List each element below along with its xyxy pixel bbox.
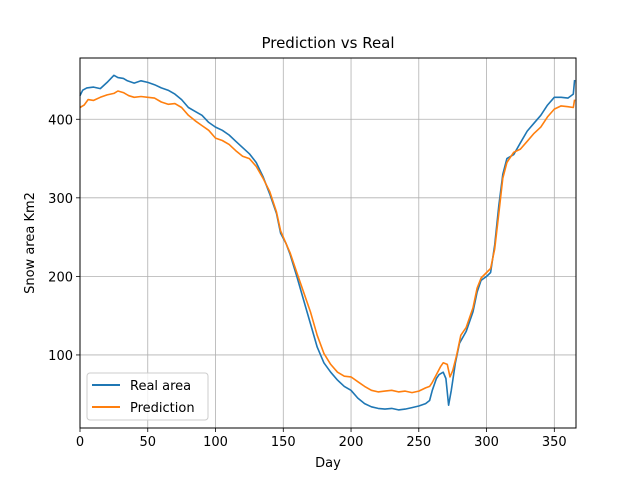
y-tick-label: 100 — [48, 349, 73, 364]
chart-title: Prediction vs Real — [261, 34, 394, 52]
x-tick-label: 350 — [542, 435, 567, 450]
legend: Real area Prediction — [86, 372, 209, 421]
y-axis-ticks: 100 200 300 400 — [48, 113, 80, 364]
x-tick-label: 150 — [271, 435, 296, 450]
series-layer — [79, 74, 576, 411]
y-tick-label: 200 — [48, 270, 73, 285]
x-tick-label: 0 — [76, 435, 84, 450]
x-axis-ticks: 0 50 100 150 200 250 300 350 — [76, 428, 567, 450]
y-tick-label: 400 — [48, 113, 73, 128]
grid — [79, 58, 576, 428]
y-axis-label: Snow area Km2 — [23, 192, 38, 294]
series-line-prediction — [79, 90, 576, 394]
x-tick-label: 50 — [139, 435, 156, 450]
x-tick-label: 100 — [203, 435, 228, 450]
x-tick-label: 250 — [406, 435, 431, 450]
y-tick-label: 300 — [48, 192, 73, 207]
plot-frame — [79, 57, 577, 429]
legend-label-prediction: Prediction — [130, 401, 195, 416]
legend-label-real-area: Real area — [130, 379, 191, 394]
plot-area — [79, 57, 577, 429]
x-tick-label: 200 — [339, 435, 364, 450]
x-tick-label: 300 — [474, 435, 499, 450]
x-axis-label: Day — [315, 456, 341, 471]
